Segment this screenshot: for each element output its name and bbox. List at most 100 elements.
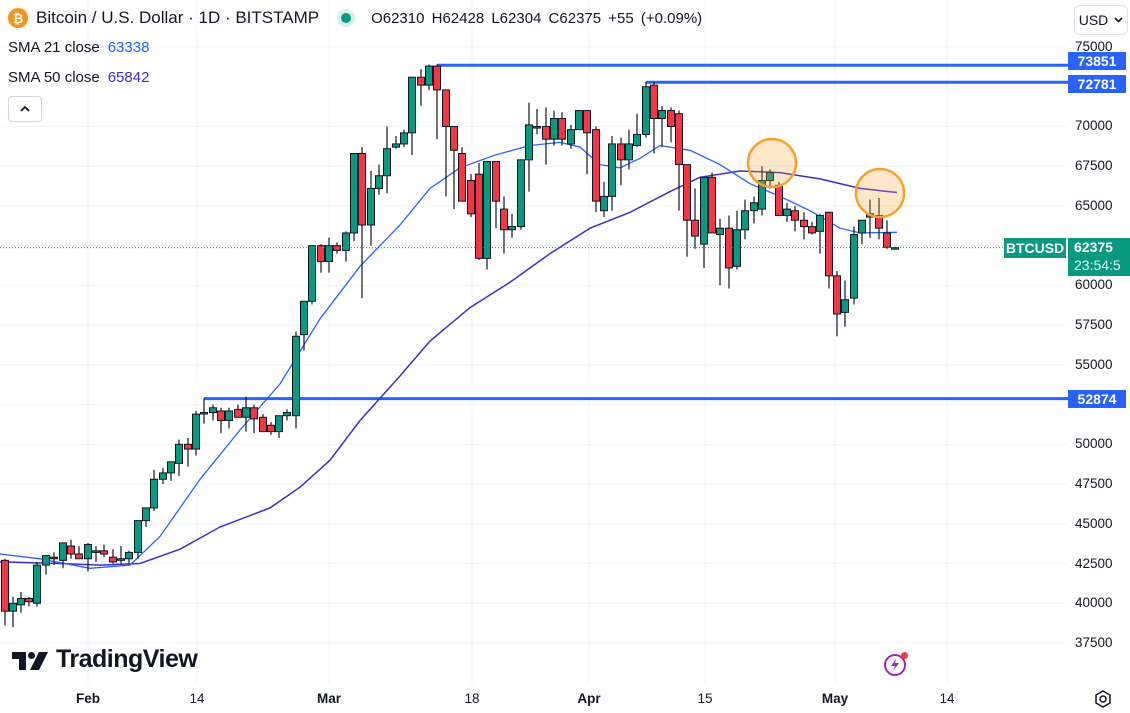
indicator-sma21[interactable]: SMA 21 close 63338 — [8, 39, 149, 56]
candle[interactable] — [9, 596, 17, 628]
candle[interactable] — [617, 137, 625, 186]
candle[interactable] — [841, 280, 849, 327]
candle[interactable] — [325, 237, 333, 273]
settings-gear-icon[interactable] — [1094, 690, 1112, 708]
candle[interactable] — [567, 124, 575, 149]
candle[interactable] — [716, 218, 724, 286]
candle[interactable] — [250, 404, 258, 434]
candle[interactable] — [383, 126, 391, 194]
candle[interactable] — [317, 244, 325, 273]
candle[interactable] — [691, 188, 699, 249]
candle[interactable] — [259, 414, 267, 433]
candle[interactable] — [134, 520, 142, 559]
market-status-icon[interactable] — [341, 13, 352, 23]
candle[interactable] — [267, 422, 275, 435]
candle[interactable] — [175, 439, 183, 477]
candle[interactable] — [542, 107, 550, 165]
candle[interactable] — [508, 213, 516, 238]
horizontal-levels[interactable] — [204, 63, 1068, 401]
candle[interactable] — [408, 76, 416, 156]
candle[interactable] — [392, 136, 400, 149]
candle[interactable] — [75, 546, 83, 560]
candle[interactable] — [592, 126, 600, 213]
candle[interactable] — [850, 226, 858, 305]
candle[interactable] — [17, 592, 25, 613]
candle[interactable] — [533, 108, 541, 135]
candle[interactable] — [883, 220, 891, 249]
candle[interactable] — [475, 163, 483, 260]
candle[interactable] — [42, 555, 50, 575]
candle[interactable] — [650, 81, 658, 154]
candle[interactable] — [583, 110, 591, 175]
candle[interactable] — [300, 300, 308, 351]
candle[interactable] — [342, 231, 350, 262]
candle[interactable] — [458, 147, 466, 202]
candle[interactable] — [375, 164, 383, 195]
candle[interactable] — [1, 558, 9, 626]
candle[interactable] — [525, 102, 533, 192]
candle[interactable] — [667, 107, 675, 143]
lightning-alert-icon[interactable] — [884, 652, 908, 676]
candle[interactable] — [225, 407, 233, 429]
candle[interactable] — [808, 221, 816, 235]
candle[interactable] — [117, 546, 125, 564]
candle[interactable] — [683, 164, 691, 257]
candle[interactable] — [59, 542, 67, 569]
indicator-sma50[interactable]: SMA 50 close 65842 — [8, 69, 149, 86]
candle[interactable] — [741, 199, 749, 240]
candle[interactable] — [875, 197, 883, 240]
candle[interactable] — [791, 205, 799, 232]
symbol-header[interactable]: ₿ Bitcoin / U.S. Dollar · 1D · BITSTAMP … — [8, 6, 702, 30]
candle[interactable] — [350, 152, 358, 241]
currency-selector[interactable]: USD — [1074, 5, 1128, 35]
candle[interactable] — [517, 159, 525, 230]
candle[interactable] — [442, 89, 450, 197]
candle[interactable] — [733, 210, 741, 270]
candle[interactable] — [142, 507, 150, 527]
candle[interactable] — [600, 182, 608, 218]
candle[interactable] — [558, 112, 566, 146]
candle[interactable] — [417, 69, 425, 106]
candle[interactable] — [209, 404, 217, 421]
candle[interactable] — [33, 561, 41, 607]
candle[interactable] — [483, 160, 491, 270]
candle[interactable] — [550, 110, 558, 146]
symbol-title[interactable]: Bitcoin / U.S. Dollar · 1D · BITSTAMP — [36, 8, 320, 27]
candle[interactable] — [358, 147, 366, 299]
candle[interactable] — [800, 212, 808, 240]
candle[interactable] — [750, 196, 758, 224]
candle[interactable] — [100, 544, 108, 558]
candle[interactable] — [150, 469, 158, 512]
candle[interactable] — [92, 546, 100, 562]
candle[interactable] — [675, 110, 683, 211]
candle[interactable] — [184, 437, 192, 467]
candle[interactable] — [758, 166, 766, 216]
candle[interactable] — [633, 113, 641, 148]
collapse-legend-button[interactable] — [8, 96, 42, 122]
candle[interactable] — [67, 539, 75, 559]
candle[interactable] — [308, 245, 316, 305]
candle[interactable] — [167, 461, 175, 481]
candle[interactable] — [816, 213, 824, 254]
candle[interactable] — [766, 169, 774, 189]
candle[interactable] — [200, 398, 208, 424]
candle[interactable] — [275, 415, 283, 438]
candle[interactable] — [492, 160, 500, 229]
candle[interactable] — [450, 125, 458, 210]
candle[interactable] — [292, 331, 300, 429]
candle[interactable] — [500, 196, 508, 254]
candle[interactable] — [50, 552, 58, 566]
candle[interactable] — [400, 129, 408, 148]
candle[interactable] — [725, 215, 733, 289]
candle[interactable] — [234, 404, 242, 418]
candle[interactable] — [700, 176, 708, 268]
candle[interactable] — [283, 409, 291, 421]
candle[interactable] — [858, 219, 866, 245]
candle[interactable] — [433, 64, 441, 140]
tradingview-logo[interactable]: TradingView — [12, 645, 198, 674]
candle[interactable] — [25, 596, 33, 607]
candle[interactable] — [217, 407, 225, 434]
candle[interactable] — [825, 211, 833, 289]
candle[interactable] — [242, 396, 250, 432]
